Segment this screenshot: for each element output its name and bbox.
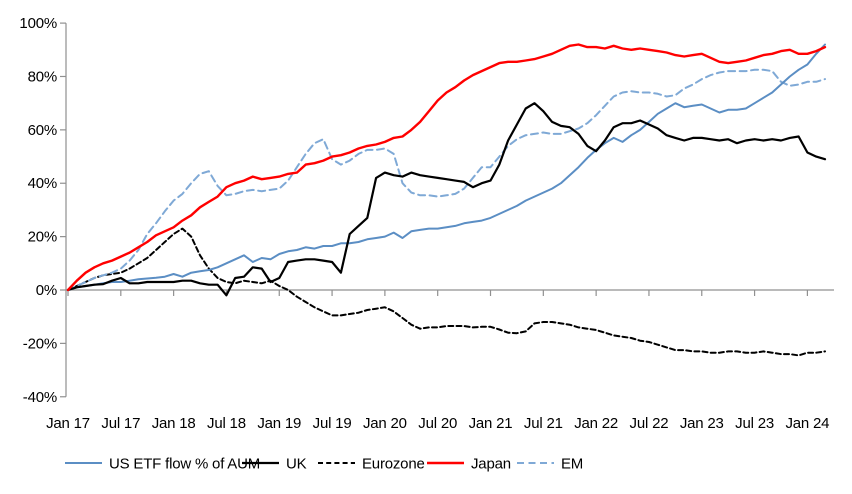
x-tick-label: Jan 21 xyxy=(469,415,513,432)
x-tick-label: Jan 24 xyxy=(785,415,829,432)
legend-item-japan: Japan xyxy=(427,456,511,473)
x-tick-label: Jan 19 xyxy=(257,415,301,432)
x-tick-label: Jan 20 xyxy=(363,415,407,432)
legend-label: US ETF flow % of AUM xyxy=(109,456,260,473)
x-tick-label: Jul 19 xyxy=(313,415,352,432)
legend-label: Eurozone xyxy=(362,456,425,473)
y-tick-label: 100% xyxy=(19,15,57,32)
legend-label: EM xyxy=(561,456,583,473)
series-line-em xyxy=(67,68,826,291)
x-tick-label: Jul 18 xyxy=(207,415,246,432)
series-line-us-etf-flow-of-aum xyxy=(67,43,826,291)
y-tick-label: 20% xyxy=(28,229,57,246)
y-tick-label: 60% xyxy=(28,122,57,139)
x-tick-label: Jul 20 xyxy=(418,415,457,432)
legend-label: UK xyxy=(286,456,307,473)
x-tick-label: Jul 23 xyxy=(735,415,774,432)
legend-item-us-etf-flow-of-aum: US ETF flow % of AUM xyxy=(65,456,260,473)
series-line-uk xyxy=(66,102,827,297)
x-tick-label: Jan 22 xyxy=(574,415,618,432)
series-line-japan xyxy=(66,43,827,292)
x-tick-label: Jan 17 xyxy=(46,415,90,432)
legend-item-em: EM xyxy=(517,456,583,473)
x-tick-label: Jul 22 xyxy=(630,415,669,432)
y-tick-label: 80% xyxy=(28,68,57,85)
y-tick-label: 40% xyxy=(28,175,57,192)
y-tick-label: 0% xyxy=(36,282,57,299)
legend-label: Japan xyxy=(471,456,511,473)
legend-item-eurozone: Eurozone xyxy=(318,456,425,473)
x-tick-label: Jul 21 xyxy=(524,415,563,432)
series-line-eurozone xyxy=(67,227,826,357)
x-tick-label: Jan 18 xyxy=(152,415,196,432)
legend-item-uk: UK xyxy=(242,456,307,473)
y-tick-label: -40% xyxy=(23,389,57,406)
x-tick-label: Jan 23 xyxy=(680,415,724,432)
y-tick-label: -20% xyxy=(23,335,57,352)
x-tick-label: Jul 17 xyxy=(101,415,140,432)
